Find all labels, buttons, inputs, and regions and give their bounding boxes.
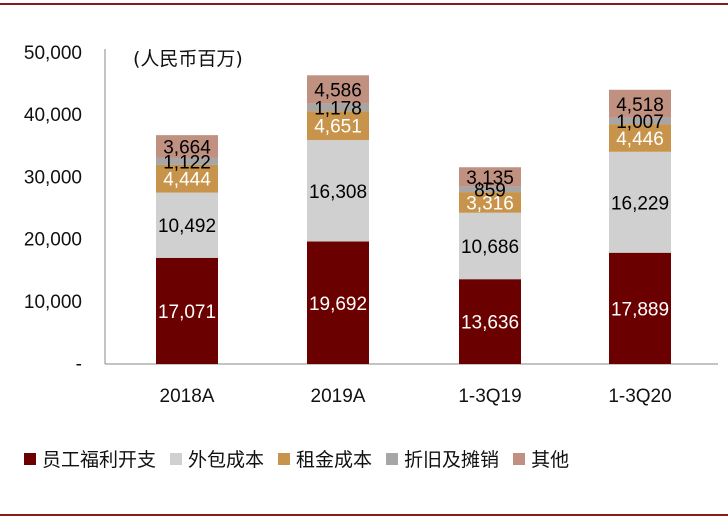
legend-swatch: [278, 452, 291, 465]
data-label: 4,446: [616, 129, 664, 150]
data-label: 1,122: [163, 152, 211, 173]
bar-segment: [156, 135, 218, 158]
legend-item: 租金成本: [278, 445, 372, 472]
legend-label: 折旧及摊销: [404, 449, 500, 471]
bar-segment: [307, 140, 369, 242]
y-tick-label: 50,000: [24, 43, 82, 64]
bar-segment: [459, 186, 521, 193]
data-label: 13,636: [461, 313, 519, 334]
x-tick-label: 2018A: [160, 386, 215, 407]
bar-segment: [307, 241, 369, 364]
x-tick-label: 2019A: [311, 386, 366, 407]
data-label: 3,135: [466, 168, 514, 189]
data-label: 10,492: [158, 216, 216, 237]
bar-segment: [156, 164, 218, 193]
data-label: 16,308: [309, 182, 367, 203]
data-label: 17,071: [158, 302, 216, 323]
legend-item: 其他: [513, 445, 569, 472]
legend-item: 外包成本: [170, 445, 264, 472]
legend-swatch: [24, 452, 36, 465]
bar-segment: [156, 157, 218, 165]
y-tick-label: 20,000: [24, 230, 82, 251]
data-label: 1,178: [314, 98, 362, 119]
top-rule: [0, 3, 728, 5]
bar-segment: [459, 212, 521, 280]
bar-segment: [307, 103, 369, 112]
data-label: 4,444: [163, 170, 211, 191]
bar-segment: [307, 75, 369, 104]
legend-label: 员工福利开支: [42, 449, 157, 471]
data-label: 17,889: [611, 299, 669, 320]
bar-segment: [609, 151, 671, 253]
data-label: 859: [474, 180, 506, 201]
bar-segment: [609, 117, 671, 125]
data-label: 3,664: [163, 138, 211, 159]
bar-segment: [156, 192, 218, 258]
legend-label: 外包成本: [188, 449, 265, 471]
y-tick-label: -: [76, 354, 82, 375]
x-tick-label: 1-3Q20: [608, 386, 671, 407]
bar-segment: [459, 167, 521, 187]
legend-item: 员工福利开支: [24, 445, 156, 472]
y-tick-label: 10,000: [24, 292, 82, 313]
bar-segment: [459, 192, 521, 213]
bar-segment: [459, 279, 521, 364]
bar-segment: [307, 111, 369, 141]
data-label: 16,229: [611, 193, 669, 214]
bottom-rule: [0, 514, 728, 516]
bar-segment: [609, 252, 671, 364]
data-label: 19,692: [309, 294, 367, 315]
data-label: 4,518: [616, 95, 664, 116]
bar-segment: [156, 257, 218, 364]
legend-swatch: [386, 452, 399, 465]
data-label: 3,316: [466, 193, 514, 214]
bar-segment: [609, 124, 671, 152]
bar-segment: [609, 89, 671, 118]
data-label: 1,007: [616, 112, 664, 133]
data-label: 4,586: [314, 81, 362, 102]
legend-swatch: [513, 452, 526, 465]
unit-label: (人民币百万): [133, 48, 243, 70]
legend: 员工福利开支 外包成本 租金成本 折旧及摊销 其他: [24, 445, 583, 472]
legend-item: 折旧及摊销: [386, 445, 499, 472]
data-label: 4,651: [314, 117, 362, 138]
x-tick-label: 1-3Q19: [458, 386, 521, 407]
data-label: 10,686: [461, 237, 519, 258]
legend-swatch: [170, 452, 183, 465]
legend-label: 租金成本: [296, 449, 373, 471]
y-tick-label: 30,000: [24, 167, 82, 188]
y-tick-label: 40,000: [24, 105, 82, 126]
legend-label: 其他: [531, 449, 570, 471]
